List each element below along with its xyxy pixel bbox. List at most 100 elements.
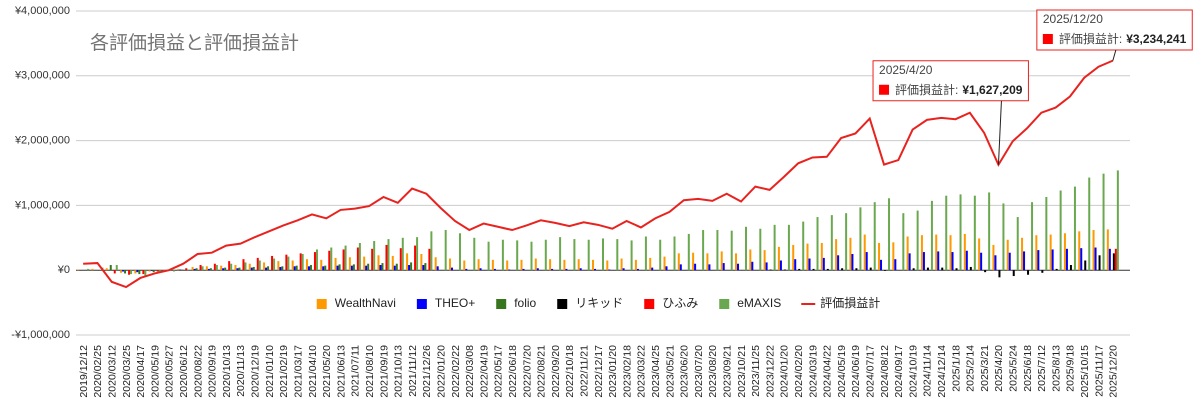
bar bbox=[849, 237, 852, 271]
annotation-swatch bbox=[879, 84, 890, 95]
x-tick-label: 2020/03/12 bbox=[107, 345, 119, 398]
bar bbox=[242, 259, 245, 271]
bar bbox=[281, 266, 284, 271]
x-tick-label: 2022/01/20 bbox=[435, 345, 447, 398]
bar bbox=[769, 269, 772, 271]
bar bbox=[779, 260, 782, 271]
bar bbox=[1116, 170, 1119, 271]
bar bbox=[228, 261, 231, 271]
bar bbox=[1023, 251, 1026, 271]
x-tick-label: 2020/11/13 bbox=[235, 345, 247, 397]
bar bbox=[205, 266, 208, 271]
bar bbox=[679, 264, 682, 271]
bar bbox=[293, 266, 296, 271]
bar bbox=[516, 240, 519, 271]
legend-swatch bbox=[644, 299, 655, 309]
bar bbox=[1078, 231, 1081, 271]
legend-swatch bbox=[316, 299, 327, 309]
bar bbox=[606, 260, 609, 271]
bar bbox=[148, 270, 151, 272]
x-tick-label: 2025/4/20 bbox=[993, 345, 1005, 392]
x-tick-label: 2021/07/11 bbox=[350, 345, 362, 397]
bar bbox=[109, 265, 112, 271]
annotation-value: ¥3,234,241 bbox=[1126, 32, 1186, 46]
bar bbox=[365, 265, 368, 271]
bar bbox=[113, 270, 116, 274]
x-tick-label: 2023/05/21 bbox=[664, 345, 676, 398]
bar bbox=[363, 256, 366, 271]
legend-label: ひふみ bbox=[662, 296, 698, 310]
bar bbox=[299, 253, 302, 271]
bar bbox=[385, 244, 388, 271]
bar bbox=[1080, 248, 1083, 271]
x-tick-label: 2023/11/25 bbox=[750, 345, 762, 397]
bar bbox=[444, 230, 447, 271]
annotation: 2025/4/20 評価損益計: ¥1,627,209 bbox=[872, 60, 1029, 102]
bar bbox=[77, 269, 80, 271]
x-tick-label: 2022/02/22 bbox=[450, 345, 462, 398]
x-tick-label: 2021/08/10 bbox=[364, 345, 376, 398]
bar bbox=[201, 266, 204, 271]
bar bbox=[422, 265, 425, 271]
bar bbox=[185, 268, 188, 271]
bar bbox=[783, 269, 786, 271]
bar bbox=[420, 254, 423, 271]
x-tick-label: 2024/12/14 bbox=[936, 345, 948, 398]
bar bbox=[1112, 253, 1115, 271]
bar bbox=[465, 268, 468, 271]
bar bbox=[307, 266, 310, 271]
legend-item: ひふみ bbox=[644, 296, 698, 310]
x-tick-label: 2024/04/22 bbox=[822, 345, 834, 398]
bar bbox=[252, 266, 255, 271]
bar bbox=[315, 249, 318, 271]
annotation: 2025/12/20 評価損益計: ¥3,234,241 bbox=[1036, 9, 1193, 51]
bar bbox=[806, 243, 809, 271]
bar bbox=[636, 268, 639, 271]
bar bbox=[880, 259, 883, 271]
bar bbox=[941, 267, 944, 271]
bar bbox=[949, 235, 952, 271]
legend-swatch bbox=[557, 299, 568, 309]
x-tick-label: 2022/05/17 bbox=[493, 345, 505, 398]
legend-label: WealthNavi bbox=[335, 296, 396, 310]
bar bbox=[1073, 186, 1076, 271]
annotation-label: 評価損益計: bbox=[895, 82, 958, 97]
bar bbox=[1098, 255, 1101, 271]
bar bbox=[193, 268, 196, 271]
bar bbox=[230, 263, 233, 271]
bar bbox=[992, 244, 995, 271]
bar bbox=[428, 248, 431, 271]
bar bbox=[908, 253, 911, 271]
annotation-swatch bbox=[1042, 34, 1053, 44]
bar bbox=[651, 267, 654, 271]
bar bbox=[1102, 173, 1105, 271]
x-tick-label: 2023/08/20 bbox=[707, 345, 719, 398]
bar bbox=[199, 265, 202, 271]
bar bbox=[534, 258, 537, 271]
bar bbox=[156, 270, 159, 272]
bar bbox=[863, 234, 866, 271]
legend: WealthNavi THEO+ folio リキッド ひふみ eMAXIS 評価損益計 bbox=[316, 295, 880, 310]
x-tick-label: 2022/06/18 bbox=[507, 345, 519, 398]
bar bbox=[448, 258, 451, 271]
bar bbox=[1114, 248, 1117, 271]
bar bbox=[450, 267, 453, 271]
bar bbox=[1006, 239, 1009, 271]
x-tick-label: 2021/02/19 bbox=[278, 345, 290, 398]
x-tick-label: 2020/03/25 bbox=[121, 345, 133, 398]
bar bbox=[479, 268, 482, 271]
bar bbox=[845, 213, 848, 271]
bar bbox=[222, 268, 225, 271]
bar bbox=[424, 263, 427, 271]
x-tick-label: 2025/9/18 bbox=[1065, 345, 1077, 392]
bar bbox=[926, 267, 929, 271]
bar bbox=[559, 237, 562, 271]
bar bbox=[692, 252, 695, 271]
bar bbox=[973, 195, 976, 271]
bar bbox=[1041, 270, 1044, 273]
bar bbox=[888, 198, 891, 271]
bar bbox=[687, 233, 690, 271]
legend-label: THEO+ bbox=[435, 296, 475, 310]
bar bbox=[1084, 260, 1087, 271]
bar bbox=[620, 258, 623, 271]
